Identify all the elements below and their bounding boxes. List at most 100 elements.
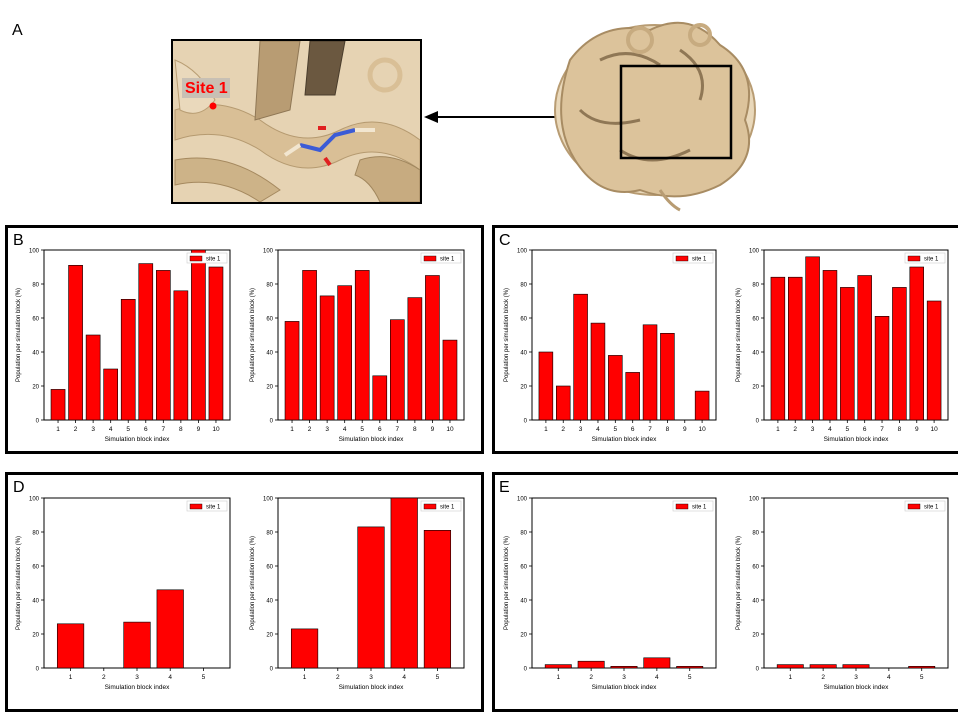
y-tick-label: 100 xyxy=(517,497,528,503)
bar xyxy=(610,666,638,669)
x-tick-label: 6 xyxy=(144,426,148,433)
y-tick-label: 60 xyxy=(752,565,759,571)
panel-c-box xyxy=(492,225,958,454)
y-tick-label: 60 xyxy=(520,317,527,323)
inset-ribbons xyxy=(174,41,420,202)
bar xyxy=(120,298,136,421)
x-tick-label: 3 xyxy=(325,426,329,433)
x-tick-label: 1 xyxy=(776,426,780,433)
panel-label-c: C xyxy=(499,232,511,249)
chart-panel-c-left: 0 20 40 60 80 100 1 2 3 4 5 6 7 8 9 10 Simulation block … xyxy=(504,249,717,443)
y-tick-label: 60 xyxy=(752,317,759,323)
legend-box xyxy=(672,252,714,264)
x-tick-label: 4 xyxy=(655,674,659,681)
bar xyxy=(809,664,837,669)
y-tick-label: 60 xyxy=(520,565,527,571)
chart-panel-d-left: 0 20 40 60 80 100 1 2 3 4 5 Simulation block index P… xyxy=(16,497,231,691)
bar xyxy=(123,621,151,669)
y-tick-label: 20 xyxy=(752,385,759,391)
y-tick-label: 40 xyxy=(752,351,759,357)
y-tick-label: 0 xyxy=(756,419,760,425)
y-tick-label: 100 xyxy=(263,249,274,255)
bar xyxy=(357,526,385,669)
x-tick-label: 10 xyxy=(930,426,938,433)
x-tick-label: 10 xyxy=(212,426,220,433)
x-tick-label: 10 xyxy=(446,426,454,433)
x-tick-label: 1 xyxy=(303,674,307,681)
legend-box xyxy=(904,500,946,512)
bar xyxy=(642,324,658,421)
y-tick-label: 0 xyxy=(36,667,40,673)
y-tick-label: 0 xyxy=(36,419,40,425)
y-tick-label: 0 xyxy=(524,419,528,425)
y-tick-label: 40 xyxy=(266,599,273,605)
bar xyxy=(892,287,907,421)
bar xyxy=(191,249,206,421)
x-tick-label: 2 xyxy=(793,426,797,433)
plot-frame xyxy=(43,249,231,421)
y-tick-label: 80 xyxy=(266,531,273,537)
x-axis-label: Simulation block index xyxy=(824,436,889,443)
y-tick-label: 60 xyxy=(266,565,273,571)
legend-label: site 1 xyxy=(924,505,939,511)
chart-panel-e-left: 0 20 40 60 80 100 1 2 3 4 5 Simulation block index P… xyxy=(504,497,717,691)
legend-box xyxy=(186,252,228,264)
chart-panel-b-right: 0 20 40 60 80 100 1 2 3 4 5 6 7 8 9 10 Simulation block … xyxy=(250,249,465,443)
legend-label: site 1 xyxy=(692,257,707,263)
bar xyxy=(874,316,890,421)
bar xyxy=(442,339,458,421)
x-tick-label: 2 xyxy=(102,674,106,681)
x-tick-label: 8 xyxy=(898,426,902,433)
x-tick-label: 2 xyxy=(561,426,565,433)
x-tick-label: 8 xyxy=(666,426,670,433)
bar xyxy=(926,300,942,421)
panel-label-a: A xyxy=(12,22,23,39)
x-tick-label: 5 xyxy=(126,426,130,433)
x-tick-label: 2 xyxy=(74,426,78,433)
x-tick-label: 2 xyxy=(821,674,825,681)
x-tick-label: 5 xyxy=(920,674,924,681)
y-tick-label: 40 xyxy=(266,351,273,357)
legend-swatch xyxy=(189,255,203,262)
x-tick-label: 4 xyxy=(168,674,172,681)
chart-panel-d-right: 0 20 40 60 80 100 1 2 3 4 5 Simulation block index P… xyxy=(250,497,465,691)
bar xyxy=(407,297,423,421)
x-tick-label: 7 xyxy=(396,426,400,433)
arrow-head-icon xyxy=(424,111,438,123)
legend-swatch xyxy=(907,503,921,510)
legend-label: site 1 xyxy=(206,505,221,511)
x-axis-label: Simulation block index xyxy=(339,436,404,443)
x-tick-label: 4 xyxy=(887,674,891,681)
bar xyxy=(68,264,83,421)
legend-swatch xyxy=(423,255,437,262)
x-tick-label: 4 xyxy=(828,426,832,433)
bar xyxy=(390,497,418,669)
x-tick-label: 3 xyxy=(135,674,139,681)
zoom-inset xyxy=(171,39,422,204)
y-tick-label: 0 xyxy=(270,419,274,425)
y-axis-label: Population per simulation block (%) xyxy=(504,288,510,382)
plot-frame xyxy=(531,497,717,669)
y-axis-label: Population per simulation block (%) xyxy=(250,536,256,630)
legend-label: site 1 xyxy=(692,505,707,511)
bar xyxy=(319,295,335,421)
y-tick-label: 0 xyxy=(270,667,274,673)
bar xyxy=(770,276,786,421)
x-tick-label: 3 xyxy=(91,426,95,433)
legend-swatch xyxy=(189,503,203,510)
bar xyxy=(208,266,224,421)
x-tick-label: 6 xyxy=(378,426,382,433)
bar xyxy=(538,351,554,421)
x-tick-label: 7 xyxy=(880,426,884,433)
x-axis-label: Simulation block index xyxy=(592,684,657,691)
bar xyxy=(423,529,452,669)
legend-label: site 1 xyxy=(206,257,221,263)
y-tick-label: 80 xyxy=(32,283,39,289)
x-tick-label: 4 xyxy=(109,426,113,433)
x-axis-label: Simulation block index xyxy=(105,436,170,443)
plot-frame xyxy=(763,249,949,421)
y-tick-label: 20 xyxy=(520,633,527,639)
panel-b-box xyxy=(5,225,484,454)
bar xyxy=(822,270,838,421)
bar xyxy=(788,276,803,421)
